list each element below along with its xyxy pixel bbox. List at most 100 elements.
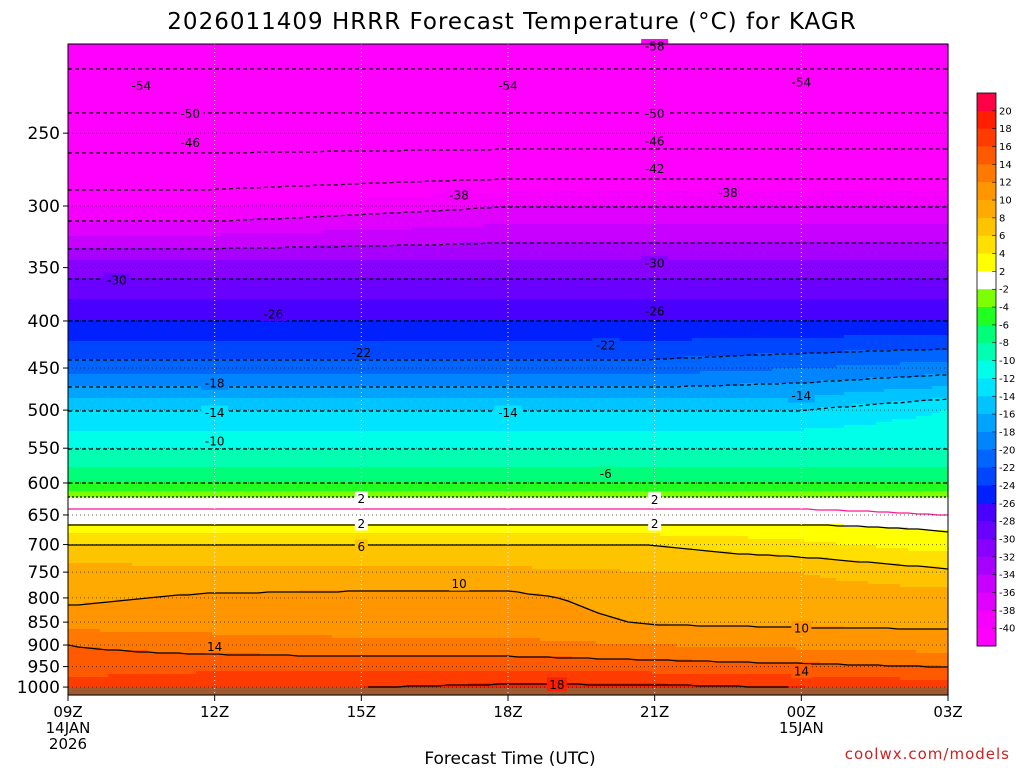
field-cell <box>772 539 781 555</box>
field-cell <box>500 491 509 498</box>
field-cell <box>628 224 637 243</box>
field-cell <box>772 572 781 627</box>
field-cell <box>908 665 917 681</box>
field-cell <box>932 44 941 192</box>
field-cell <box>260 203 269 219</box>
field-cell <box>284 593 293 636</box>
field-cell <box>564 386 573 399</box>
field-cell <box>892 419 901 450</box>
field-cell <box>884 191 893 207</box>
field-cell <box>460 431 469 450</box>
field-cell <box>772 524 781 540</box>
field-cell <box>836 299 845 321</box>
field-cell <box>388 299 397 321</box>
field-cell <box>764 206 773 225</box>
field-cell <box>100 341 109 360</box>
field-cell <box>676 410 685 432</box>
field-cell <box>276 656 285 672</box>
field-cell <box>396 197 405 213</box>
field-cell <box>404 197 413 213</box>
field-cell <box>284 299 293 321</box>
field-cell <box>372 374 381 387</box>
field-cell <box>516 224 525 243</box>
field-cell <box>284 635 293 657</box>
field-cell <box>156 221 165 237</box>
field-cell <box>140 545 149 567</box>
field-cell <box>636 467 645 483</box>
colorbar-swatch <box>977 235 996 255</box>
field-cell <box>388 671 397 687</box>
field-cell <box>764 299 773 321</box>
field-cell <box>348 245 357 261</box>
field-cell <box>508 191 517 207</box>
field-cell <box>772 338 781 354</box>
field-cell <box>788 368 797 384</box>
field-cell <box>852 335 861 351</box>
field-cell <box>260 233 269 249</box>
field-cell <box>756 206 765 225</box>
isotherm-label-bg <box>449 576 470 591</box>
field-cell <box>908 629 917 651</box>
field-cell <box>852 650 861 666</box>
field-cell <box>580 482 589 492</box>
field-cell <box>460 482 469 492</box>
field-cell <box>244 449 253 468</box>
field-cell <box>196 545 205 567</box>
field-cell <box>500 497 509 525</box>
field-cell <box>844 260 853 279</box>
field-cell <box>540 359 549 375</box>
field-cell <box>396 410 405 432</box>
field-cell <box>668 278 677 300</box>
field-cell <box>500 260 509 279</box>
field-cell <box>372 467 381 483</box>
field-cell <box>644 386 653 399</box>
field-cell <box>764 467 773 483</box>
field-cell <box>652 278 661 300</box>
field-cell <box>596 224 605 243</box>
field-cell <box>836 44 845 192</box>
field-cell <box>828 560 837 579</box>
isotherm-label: 14 <box>207 640 222 654</box>
field-cell <box>228 386 237 399</box>
field-cell <box>188 374 197 387</box>
colorbar-swatch <box>977 431 996 451</box>
field-cell <box>84 410 93 432</box>
field-cell <box>812 482 821 492</box>
field-cell <box>404 398 413 411</box>
colorbar-tick-label: 10 <box>999 196 1012 207</box>
field-cell <box>740 647 749 663</box>
field-cell <box>868 584 877 630</box>
field-cell <box>852 629 861 651</box>
field-cell <box>340 566 349 591</box>
field-cell <box>580 206 589 225</box>
field-cell <box>860 242 869 261</box>
field-cell <box>788 398 797 411</box>
field-cell <box>428 533 437 546</box>
field-cell <box>716 206 725 225</box>
field-cell <box>916 350 925 363</box>
field-cell <box>636 449 645 468</box>
field-cell <box>772 647 781 663</box>
y-tick-label: 450 <box>28 359 60 379</box>
field-cell <box>620 386 629 399</box>
field-cell <box>156 533 165 546</box>
field-cell <box>876 299 885 321</box>
field-cell <box>428 44 437 195</box>
field-cell <box>132 674 141 696</box>
field-cell <box>660 536 669 546</box>
field-cell <box>324 671 333 696</box>
field-cell <box>196 431 205 450</box>
field-cell <box>740 278 749 300</box>
field-cell <box>820 467 829 483</box>
isotherm-label: -30 <box>645 257 665 271</box>
field-cell <box>844 467 853 483</box>
field-cell <box>692 386 701 399</box>
field-cell <box>820 650 829 666</box>
field-cell <box>492 44 501 195</box>
field-cell <box>644 623 653 645</box>
field-cell <box>252 278 261 300</box>
field-cell <box>628 644 637 660</box>
field-cell <box>172 431 181 450</box>
field-cell <box>492 467 501 483</box>
field-cell <box>708 551 717 573</box>
